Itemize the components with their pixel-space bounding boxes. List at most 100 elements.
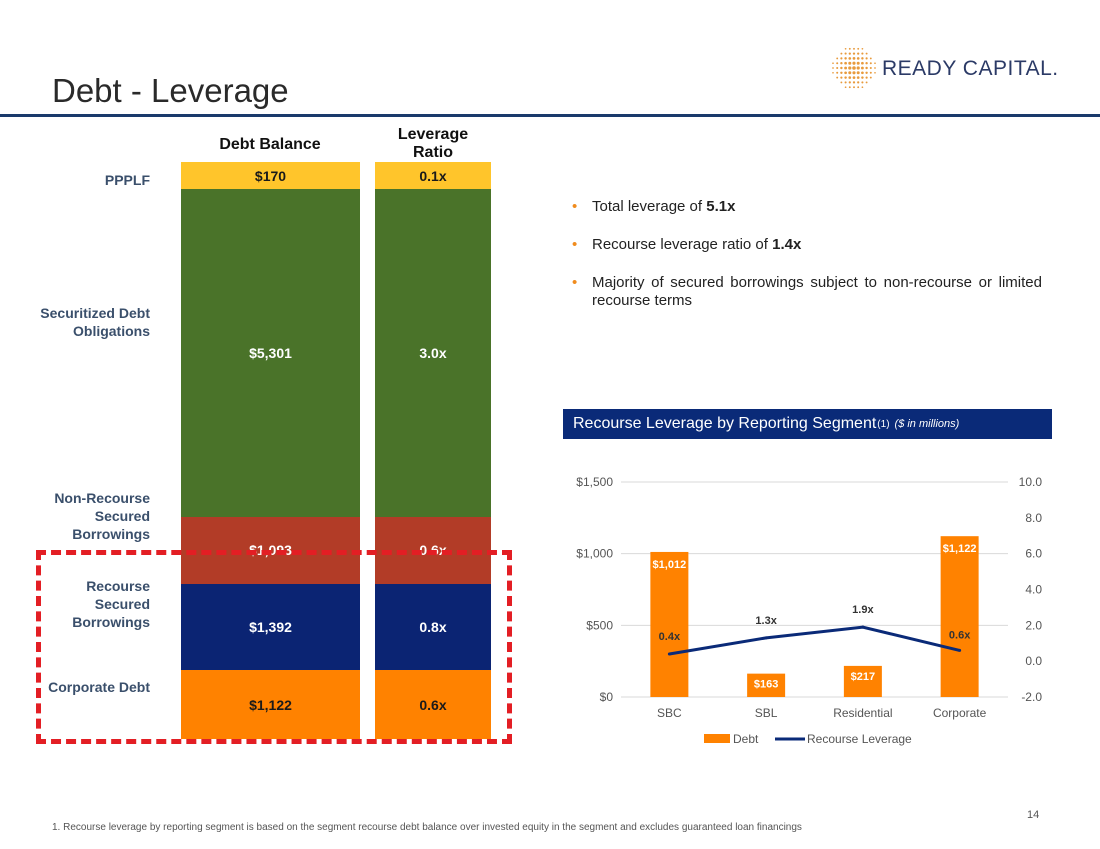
logo-dot xyxy=(848,61,852,65)
bar-residential xyxy=(843,665,882,697)
leverage-ratio-header: Leverage Ratio xyxy=(397,126,469,161)
logo-dot xyxy=(836,62,839,65)
bar-corporate xyxy=(940,536,979,697)
y-right-tick-label: 0.0 xyxy=(1025,654,1042,668)
bullet-total-leverage-text: Total leverage of xyxy=(592,198,707,215)
row-label-recourse: Recourse Secured Borrowings xyxy=(72,578,150,630)
line-data-label: 1.9x xyxy=(852,604,874,616)
bullet-secured-borrowings-text: Majority of secured borrowings subject t… xyxy=(592,274,1042,309)
logo-dot xyxy=(848,47,851,50)
logo-dot xyxy=(857,81,860,84)
legend-swatch-debt xyxy=(704,734,730,743)
logo-dot xyxy=(844,71,847,75)
logo-dot xyxy=(874,62,876,65)
logo-dot xyxy=(844,47,847,50)
y-right-tick-label: 4.0 xyxy=(1025,583,1042,597)
chart-panel-units: ($ in millions) xyxy=(894,418,960,430)
logo-dot xyxy=(857,47,860,50)
logo-dot xyxy=(840,71,843,74)
recourse-leverage-line xyxy=(669,625,960,656)
logo-dot xyxy=(844,81,847,84)
logo-dot xyxy=(856,76,860,79)
ready-capital-logo-icon xyxy=(832,47,876,89)
logo-dot xyxy=(848,76,852,79)
logo-dot xyxy=(861,86,864,89)
x-tick-label: Corporate xyxy=(933,706,987,720)
logo-dot xyxy=(832,62,834,65)
line-point xyxy=(861,625,865,629)
logo-dot xyxy=(861,57,864,60)
logo-dot xyxy=(848,81,851,84)
logo-dot xyxy=(865,52,868,55)
line-data-label: 1.3x xyxy=(755,615,777,627)
balance-value-recourse: $1,392 xyxy=(249,619,292,636)
logo-dot xyxy=(836,71,839,74)
logo-dot xyxy=(865,62,868,65)
footnote: 1. Recourse leverage by reporting segmen… xyxy=(52,822,802,833)
bullet-secured-borrowings: Majority of secured borrowings subject t… xyxy=(572,274,1042,310)
logo-dot xyxy=(844,76,847,79)
balance-value-corporate: $1,122 xyxy=(249,696,292,713)
y-right-tick-label: -2.0 xyxy=(1021,690,1042,704)
debt-balance-header: Debt Balance xyxy=(219,136,321,153)
ratio-value-pppl: 0.1x xyxy=(419,167,447,184)
balance-segment-pppl: $170 xyxy=(181,162,360,189)
legend-label-recourse-leverage: Recourse Leverage xyxy=(807,732,912,746)
logo-dot xyxy=(840,66,843,70)
balance-segment-recourse: $1,392 xyxy=(181,584,360,671)
logo-dot xyxy=(860,66,864,70)
chart-panel-title: Recourse Leverage by Reporting Segment xyxy=(573,415,877,432)
balance-segment-corporate: $1,122 xyxy=(181,670,360,740)
logo-dot xyxy=(853,47,855,50)
bullet-total-leverage-value: 5.1x xyxy=(706,198,736,215)
line-data-label: 0.6x xyxy=(949,629,971,641)
logo-dot xyxy=(861,52,864,55)
line-data-label: 0.4x xyxy=(659,631,681,643)
logo-dot xyxy=(857,86,860,89)
ratio-segment-corporate: 0.6x xyxy=(375,670,491,740)
line-point xyxy=(958,648,962,652)
page-title: Debt - Leverage xyxy=(52,72,289,109)
logo-dot xyxy=(852,61,856,65)
chart-panel-header: Recourse Leverage by Reporting Segment (1… xyxy=(563,409,1052,439)
balance-value-pppl: $170 xyxy=(254,167,287,184)
recourse-highlight-box xyxy=(36,550,512,744)
logo-dot xyxy=(865,66,868,70)
ratio-value-securitized: 3.0x xyxy=(419,344,447,361)
row-label-corporate: Corporate Debt xyxy=(48,679,150,695)
y-right-tick-label: 8.0 xyxy=(1025,511,1042,525)
logo-dot xyxy=(874,71,876,74)
logo-dot xyxy=(852,76,856,79)
bullet-recourse-leverage-value: 1.4x xyxy=(772,236,802,253)
bullet-total-leverage: Total leverage of 5.1x xyxy=(572,198,1042,216)
legend-label-debt: Debt xyxy=(733,732,759,746)
bullet-recourse-leverage: Recourse leverage ratio of 1.4x xyxy=(572,236,1042,254)
logo-dot xyxy=(844,86,847,89)
line-point xyxy=(764,636,768,640)
ratio-segment-pppl: 0.1x xyxy=(375,162,491,189)
logo-dot xyxy=(861,47,864,50)
logo-dot xyxy=(832,71,834,74)
logo-dot xyxy=(856,61,860,65)
bar-sbl xyxy=(747,673,786,697)
logo-dot xyxy=(856,57,860,60)
logo-dot xyxy=(852,71,856,75)
bar-data-label: $1,012 xyxy=(653,559,687,571)
logo-dot xyxy=(840,52,843,55)
logo-dot xyxy=(857,52,860,55)
logo-dot xyxy=(848,71,852,75)
ratio-value-recourse: 0.8x xyxy=(419,619,447,636)
y-left-tick-label: $1,500 xyxy=(576,475,613,489)
x-tick-label: SBC xyxy=(657,706,682,720)
logo-dot xyxy=(865,57,868,60)
y-left-tick-label: $1,000 xyxy=(576,547,613,561)
balance-segment-securitized: $5,301 xyxy=(181,189,360,517)
page-number: 14 xyxy=(1027,809,1040,821)
row-label-securitized: Securitized Debt Obligations xyxy=(40,305,150,339)
y-left-tick-label: $500 xyxy=(586,618,613,632)
logo-dot xyxy=(852,57,856,60)
ratio-segment-securitized: 3.0x xyxy=(375,189,491,517)
logo-dot xyxy=(836,66,839,70)
logo-dot xyxy=(869,66,872,70)
y-right-tick-label: 10.0 xyxy=(1019,475,1043,489)
